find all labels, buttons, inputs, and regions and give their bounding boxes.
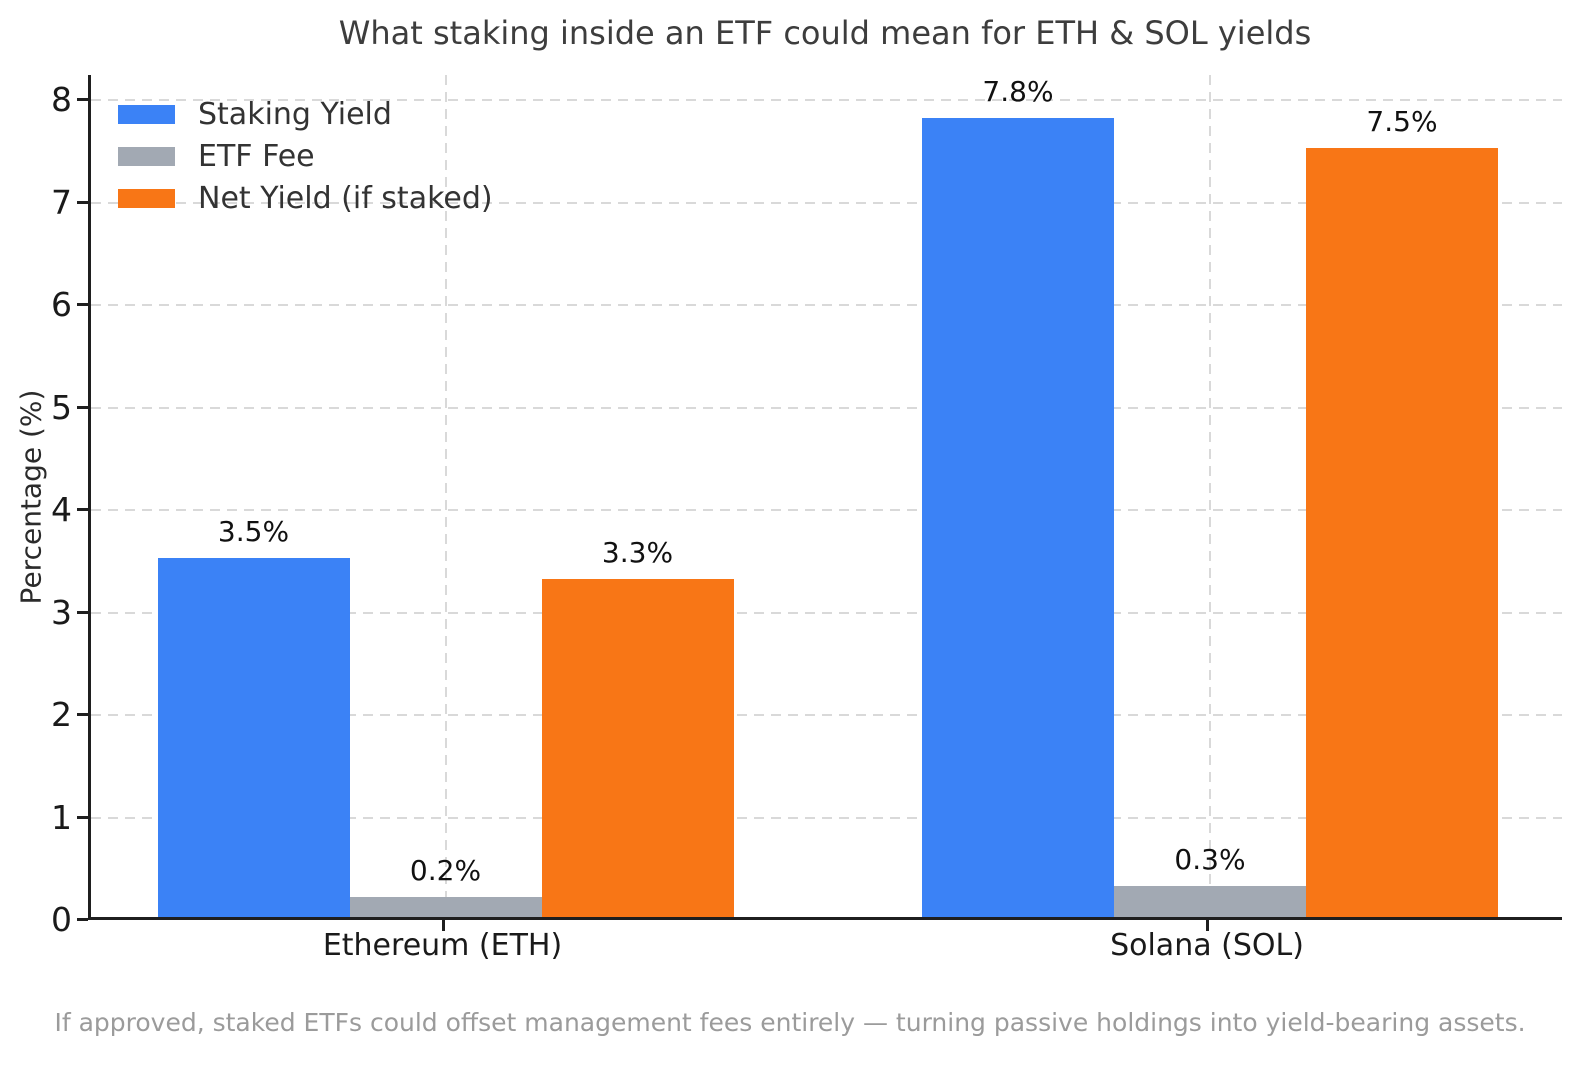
gridline-horizontal-6 — [91, 304, 1562, 306]
x-tick-label-solana-sol: Solana (SOL) — [1110, 928, 1304, 963]
bar-value-label-etf-fee-ethereum-eth: 0.2% — [409, 853, 482, 887]
gridline-horizontal-1 — [91, 816, 1562, 819]
y-tick-label-1: 1 — [51, 797, 72, 837]
gridline-horizontal-3 — [91, 611, 1562, 614]
legend-item-net-yield-if-staked: Net Yield (if staked) — [118, 180, 493, 216]
bar-etf-fee-ethereum-eth — [349, 896, 542, 917]
bar-value-label-staking-yield-solana-sol: 7.8% — [982, 74, 1054, 108]
bar-net-yield-if-staked-solana-sol — [1306, 148, 1498, 917]
gridline-horizontal-2 — [91, 714, 1562, 716]
bar-value-label-staking-yield-ethereum-eth: 3.5% — [217, 515, 290, 549]
gridline-horizontal-7 — [91, 201, 1562, 204]
gridline-horizontal-5 — [91, 406, 1562, 409]
x-tick-mark-ethereum-eth — [441, 920, 445, 931]
bar-net-yield-if-staked-ethereum-eth — [541, 578, 734, 917]
x-tick-label-ethereum-eth: Ethereum (ETH) — [322, 928, 563, 963]
gridline-vertical-solana-sol — [1209, 75, 1211, 917]
y-tick-mark-4 — [77, 508, 88, 511]
caption: If approved, staked ETFs could offset ma… — [54, 1008, 1526, 1037]
y-tick-mark-2 — [77, 713, 88, 716]
legend-item-etf-fee: ETF Fee — [118, 138, 493, 174]
legend-item-staking-yield: Staking Yield — [118, 96, 493, 132]
legend-swatch-staking-yield — [118, 104, 175, 124]
legend-label-net-yield-if-staked: Net Yield (if staked) — [198, 180, 493, 216]
legend-swatch-net-yield-if-staked — [118, 188, 175, 208]
legend: Staking Yield ETF Fee Net Yield (if staked… — [118, 96, 493, 222]
y-tick-label-8: 8 — [51, 80, 72, 119]
y-tick-label-3: 3 — [51, 592, 72, 632]
bar-etf-fee-solana-sol — [1114, 886, 1306, 917]
legend-label-staking-yield: Staking Yield — [198, 96, 392, 132]
y-tick-label-0: 0 — [51, 900, 72, 939]
y-tick-mark-0 — [77, 918, 88, 921]
y-tick-mark-3 — [77, 610, 88, 614]
y-tick-mark-6 — [77, 303, 88, 306]
bar-value-label-net-yield-if-staked-solana-sol: 7.5% — [1366, 105, 1438, 139]
gridline-horizontal-4 — [91, 509, 1562, 511]
y-tick-mark-5 — [77, 405, 88, 409]
y-tick-mark-8 — [77, 98, 88, 101]
y-tick-label-6: 6 — [51, 285, 72, 324]
y-tick-mark-7 — [77, 200, 88, 204]
gridline-vertical-ethereum-eth — [444, 75, 447, 917]
bar-value-label-net-yield-if-staked-ethereum-eth: 3.3% — [601, 535, 674, 569]
y-tick-label-5: 5 — [51, 387, 72, 427]
plot-area: 3.5% 7.8% 0.2% 0.3% 3.3% 7.5% Staking Yield ET… — [88, 75, 1562, 920]
legend-label-etf-fee: ETF Fee — [198, 138, 315, 174]
chart-title: What staking inside an ETF could mean fo… — [338, 14, 1312, 52]
x-tick-mark-solana-sol — [1206, 920, 1209, 931]
bar-staking-yield-ethereum-eth — [157, 558, 350, 917]
bar-staking-yield-solana-sol — [922, 117, 1114, 917]
y-tick-label-7: 7 — [51, 182, 72, 222]
legend-swatch-etf-fee — [118, 146, 175, 166]
gridline-horizontal-8 — [91, 99, 1562, 101]
y-tick-label-4: 4 — [51, 490, 72, 529]
bar-value-label-etf-fee-solana-sol: 0.3% — [1174, 843, 1246, 877]
y-tick-label-2: 2 — [51, 695, 72, 734]
y-tick-mark-1 — [77, 815, 88, 819]
